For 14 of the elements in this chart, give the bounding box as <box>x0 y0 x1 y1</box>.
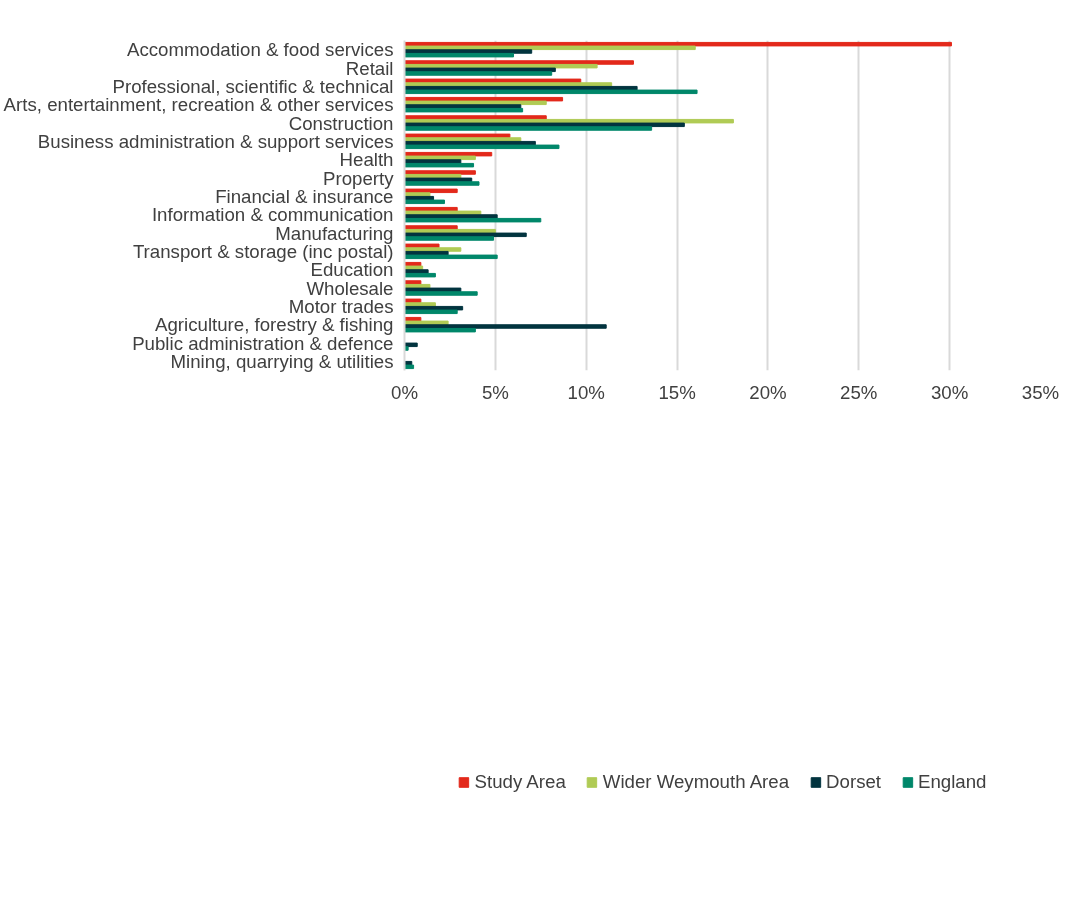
legend-label: Study Area <box>474 771 566 793</box>
x-tick-label: 30% <box>930 381 969 403</box>
legend-label: Dorset <box>826 771 882 793</box>
x-tick-label: 15% <box>658 381 696 403</box>
x-tick-label: 10% <box>567 381 605 403</box>
x-tick-label: 0% <box>391 381 418 403</box>
legend-label: Wider Weymouth Area <box>602 771 790 793</box>
x-tick-label: 20% <box>749 381 787 403</box>
legend-label: England <box>918 771 987 793</box>
y-tick-label: Agriculture, forestry & fishing <box>155 314 394 336</box>
x-tick-label: 5% <box>481 381 509 403</box>
x-tick-label: 35% <box>1021 381 1060 403</box>
x-tick-label: 25% <box>840 381 878 403</box>
y-tick-label: Mining, quarrying & utilities <box>170 350 394 372</box>
